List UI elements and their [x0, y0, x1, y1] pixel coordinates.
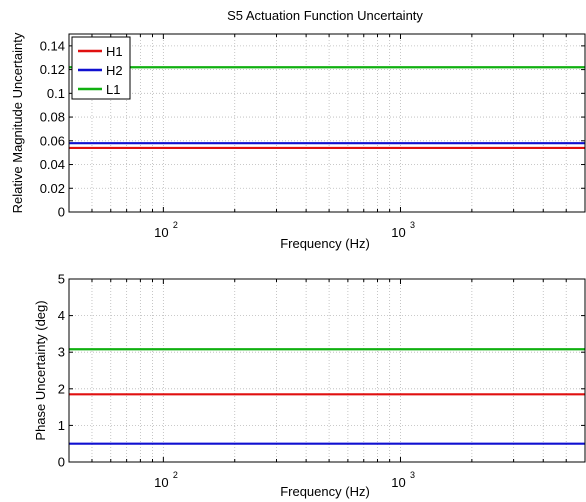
phase-series-lines — [69, 348, 585, 445]
magnitude-ytick-label: 0.12 — [40, 62, 65, 77]
magnitude-legend: H1 H2 L1 — [71, 36, 131, 100]
magnitude-uncertainty-plot: 0 0.02 0.04 0.06 0.08 0.1 0.12 0.14 10 2 10 3 Relat… — [10, 32, 586, 251]
magnitude-ytick-label: 0 — [58, 205, 65, 220]
magnitude-xtick-exponent: 3 — [410, 220, 415, 230]
phase-ytick-label: 0 — [58, 455, 65, 470]
phase-y-axis-label: Phase Uncertainty (deg) — [33, 300, 48, 440]
phase-ticks: 0 1 2 3 4 5 10 2 10 3 — [58, 272, 585, 490]
phase-uncertainty-plot: 0 1 2 3 4 5 10 2 10 3 Phase Uncertainty (deg) Fre… — [33, 272, 586, 499]
phase-axes-frame — [68, 278, 586, 463]
phase-ytick-label: 3 — [58, 345, 65, 360]
legend-label-h2: H2 — [106, 63, 123, 78]
phase-ytick-label: 4 — [58, 308, 65, 323]
phase-xtick-exponent: 3 — [410, 470, 415, 480]
legend-label-l1: L1 — [106, 82, 120, 97]
magnitude-ytick-label: 0.04 — [40, 157, 65, 172]
phase-x-axis-label: Frequency (Hz) — [280, 484, 370, 499]
figure-title: S5 Actuation Function Uncertainty — [227, 8, 423, 23]
phase-xtick-label: 10 — [391, 475, 405, 490]
magnitude-ytick-label: 0.08 — [40, 110, 65, 125]
magnitude-ytick-label: 0.06 — [40, 133, 65, 148]
magnitude-xtick-label: 10 — [391, 225, 405, 240]
magnitude-ytick-label: 0.02 — [40, 181, 65, 196]
legend-label-h1: H1 — [106, 44, 123, 59]
magnitude-ytick-label: 0.1 — [47, 86, 65, 101]
magnitude-x-axis-label: Frequency (Hz) — [280, 236, 370, 251]
magnitude-ticks: 0 0.02 0.04 0.06 0.08 0.1 0.12 0.14 10 2 10 3 — [40, 34, 585, 240]
magnitude-axes-frame — [68, 33, 586, 213]
phase-grid — [69, 279, 585, 462]
magnitude-xtick-label: 10 — [154, 225, 168, 240]
phase-xtick-exponent: 2 — [173, 470, 178, 480]
magnitude-xtick-exponent: 2 — [173, 220, 178, 230]
phase-ytick-label: 5 — [58, 272, 65, 287]
magnitude-series-lines — [69, 66, 585, 150]
magnitude-ytick-label: 0.14 — [40, 38, 65, 53]
magnitude-y-axis-label: Relative Magnitude Uncertainty — [10, 32, 25, 213]
phase-xtick-label: 10 — [154, 475, 168, 490]
phase-ytick-label: 2 — [58, 381, 65, 396]
magnitude-grid — [69, 34, 585, 212]
phase-ytick-label: 1 — [58, 418, 65, 433]
